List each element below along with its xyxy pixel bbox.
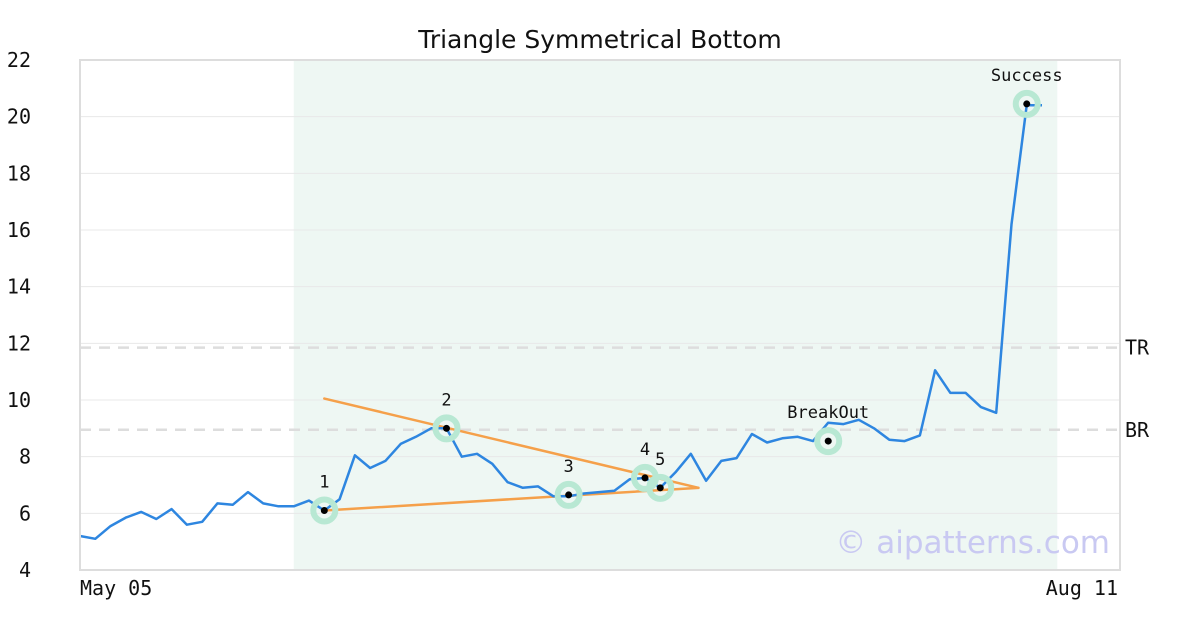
annotation-label: 4 (640, 440, 650, 460)
pattern-region-layer (293, 60, 1058, 570)
annotation-halo (814, 427, 843, 456)
y-tick-label: 10 (7, 388, 31, 412)
pattern-region (293, 60, 1058, 570)
y-tick-label: 18 (7, 161, 31, 185)
y-tick-label: 20 (7, 105, 31, 129)
gridlines (80, 116, 1120, 514)
x-tick-label: Aug 11 (1046, 576, 1118, 600)
y-axis-ticks: 4 6 8 10 12 14 16 18 20 22 (7, 48, 31, 582)
annotation-dot (320, 507, 328, 514)
annotation-halo (1012, 89, 1041, 118)
y-tick-label: 8 (19, 445, 31, 469)
watermark: © aipatterns.com (835, 525, 1110, 561)
annotation-halo (432, 414, 461, 443)
annotation-label: 3 (564, 457, 574, 477)
annotation-halo (310, 496, 339, 525)
annotations: 1 2 3 4 5 BreakOut Success (310, 66, 1063, 525)
price-line (79, 104, 1042, 541)
plot-frame (79, 59, 1121, 571)
annotation-label: 1 (319, 473, 329, 493)
annotation-dot (824, 437, 832, 445)
annotation-dot (442, 424, 450, 432)
hline-label-br: BR (1125, 418, 1150, 442)
y-tick-label: 12 (7, 331, 31, 355)
annotation-halo (646, 473, 675, 502)
y-tick-label: 14 (7, 275, 31, 299)
annotation-halo (554, 480, 583, 509)
annotation-dot (1023, 100, 1031, 108)
y-tick-label: 6 (19, 501, 31, 525)
annotation-label: 5 (655, 450, 665, 470)
y-tick-label: 16 (7, 218, 31, 242)
annotation-label: 2 (441, 390, 451, 410)
x-tick-label: May 05 (80, 576, 152, 600)
annotation-label: Success (991, 66, 1063, 86)
y-tick-label: 4 (19, 558, 31, 582)
price-series (79, 104, 1042, 541)
y-tick-label: 22 (7, 48, 31, 72)
trend-line (323, 486, 700, 512)
annotation-label: BreakOut (787, 403, 869, 423)
annotation-dot (565, 491, 573, 499)
reference-lines: TR BR (80, 336, 1150, 442)
chart-title: Triangle Symmetrical Bottom (417, 25, 782, 54)
hline-label-tr: TR (1125, 336, 1150, 360)
annotation-dot (641, 474, 649, 482)
x-axis-ticks: May 05 Aug 11 (80, 576, 1118, 600)
annotation-dot (656, 484, 664, 492)
